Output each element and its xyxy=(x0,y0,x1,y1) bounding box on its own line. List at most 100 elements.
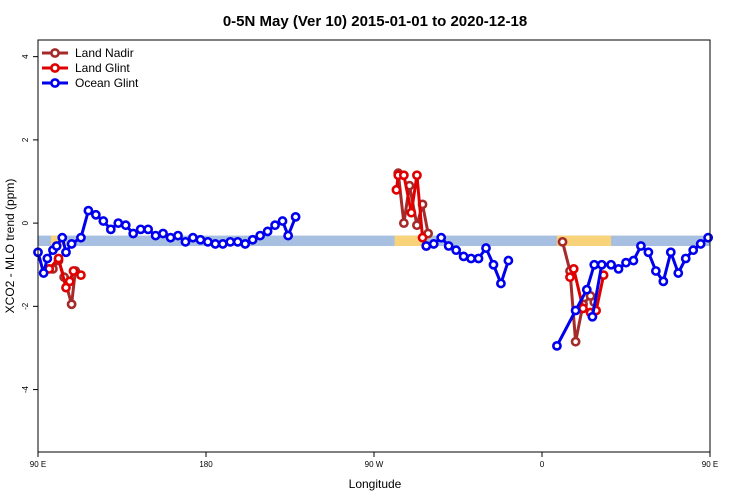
data-point xyxy=(443,241,454,251)
data-point xyxy=(466,253,476,264)
data-point xyxy=(643,247,654,258)
data-point xyxy=(596,259,607,270)
data-point xyxy=(680,253,691,264)
data-point xyxy=(557,236,568,247)
data-point xyxy=(128,228,139,239)
data-point xyxy=(568,263,579,274)
data-point xyxy=(398,170,409,181)
data-point xyxy=(628,255,639,266)
data-point xyxy=(565,272,575,283)
data-point xyxy=(621,257,631,268)
legend-label: Land Glint xyxy=(75,61,130,75)
data-point xyxy=(232,236,243,247)
data-point xyxy=(98,216,109,226)
data-point xyxy=(51,241,62,251)
data-point xyxy=(417,232,428,243)
ocean-band xyxy=(38,235,710,246)
data-point xyxy=(83,205,94,216)
data-point xyxy=(398,218,409,229)
data-point xyxy=(406,207,417,218)
y-tick-label: 2 xyxy=(21,137,30,142)
x-tick-label: 0 xyxy=(540,460,545,469)
data-point xyxy=(673,268,684,278)
data-point xyxy=(255,230,266,241)
data-point xyxy=(225,236,236,247)
x-axis-label: Longitude xyxy=(349,477,402,491)
data-point xyxy=(703,232,714,243)
data-point xyxy=(262,226,273,237)
data-point xyxy=(143,224,154,235)
data-point xyxy=(451,245,462,256)
data-point xyxy=(120,220,131,231)
data-point xyxy=(195,234,206,245)
data-point xyxy=(180,236,191,247)
data-point xyxy=(105,224,116,235)
data-point xyxy=(412,170,422,181)
data-point xyxy=(61,247,71,258)
x-tick-label: 90 W xyxy=(365,460,384,469)
data-point xyxy=(165,232,176,243)
legend-item: Land Glint xyxy=(42,61,130,75)
data-point xyxy=(217,239,228,249)
chart-title: 0-5N May (Ver 10) 2015-01-01 to 2020-12-… xyxy=(223,13,527,30)
y-tick-label: -4 xyxy=(21,385,30,393)
data-point xyxy=(64,276,75,287)
data-point xyxy=(135,224,146,235)
data-point xyxy=(42,253,53,264)
x-tick-label: 180 xyxy=(199,460,213,469)
data-point xyxy=(38,268,49,278)
data-point xyxy=(496,278,506,289)
data-point xyxy=(290,211,301,222)
data-point xyxy=(188,232,198,243)
land-band-1 xyxy=(394,235,427,246)
legend-item: Land Nadir xyxy=(42,46,134,60)
data-point xyxy=(421,241,432,251)
data-point xyxy=(613,263,624,274)
data-point xyxy=(202,236,213,247)
data-point xyxy=(589,259,600,270)
data-point xyxy=(428,239,439,249)
series-land-nadir xyxy=(48,168,600,347)
data-point xyxy=(412,220,422,231)
data-point xyxy=(458,251,469,262)
data-point xyxy=(68,266,79,276)
data-point xyxy=(473,253,484,264)
series-layer xyxy=(33,168,714,351)
data-point xyxy=(688,245,699,256)
data-point xyxy=(552,340,562,351)
data-point xyxy=(488,259,499,270)
y-tick-label: 0 xyxy=(21,220,30,225)
data-point xyxy=(158,228,168,239)
land-band-2 xyxy=(556,235,612,246)
legend-marker xyxy=(50,63,60,73)
data-point xyxy=(277,216,288,226)
data-point xyxy=(173,230,183,241)
data-point xyxy=(581,284,592,295)
legend-label: Land Nadir xyxy=(75,46,134,60)
data-point xyxy=(150,230,161,241)
data-point xyxy=(695,239,706,249)
y-axis: -4 -2 0 2 4 xyxy=(21,54,38,393)
x-tick-label: 90 E xyxy=(30,460,46,469)
data-point xyxy=(636,241,646,251)
legend-item: Ocean Glint xyxy=(42,76,139,90)
data-point xyxy=(658,276,669,287)
data-point xyxy=(76,232,86,243)
data-point xyxy=(665,247,676,258)
data-point xyxy=(503,255,514,266)
data-point xyxy=(481,243,491,253)
data-point xyxy=(570,336,581,347)
data-point xyxy=(283,230,294,241)
y-tick-label: -2 xyxy=(21,302,30,310)
data-point xyxy=(57,232,68,243)
series-ocean-glint xyxy=(33,205,714,351)
data-point xyxy=(570,305,581,316)
legend-marker xyxy=(50,78,60,88)
data-point xyxy=(436,232,447,243)
x-tick-label: 90 E xyxy=(702,460,718,469)
data-point xyxy=(210,239,221,249)
x-axis: 90 E 180 90 W 0 90 E xyxy=(30,452,718,469)
data-point xyxy=(606,259,616,270)
data-point xyxy=(391,184,402,195)
